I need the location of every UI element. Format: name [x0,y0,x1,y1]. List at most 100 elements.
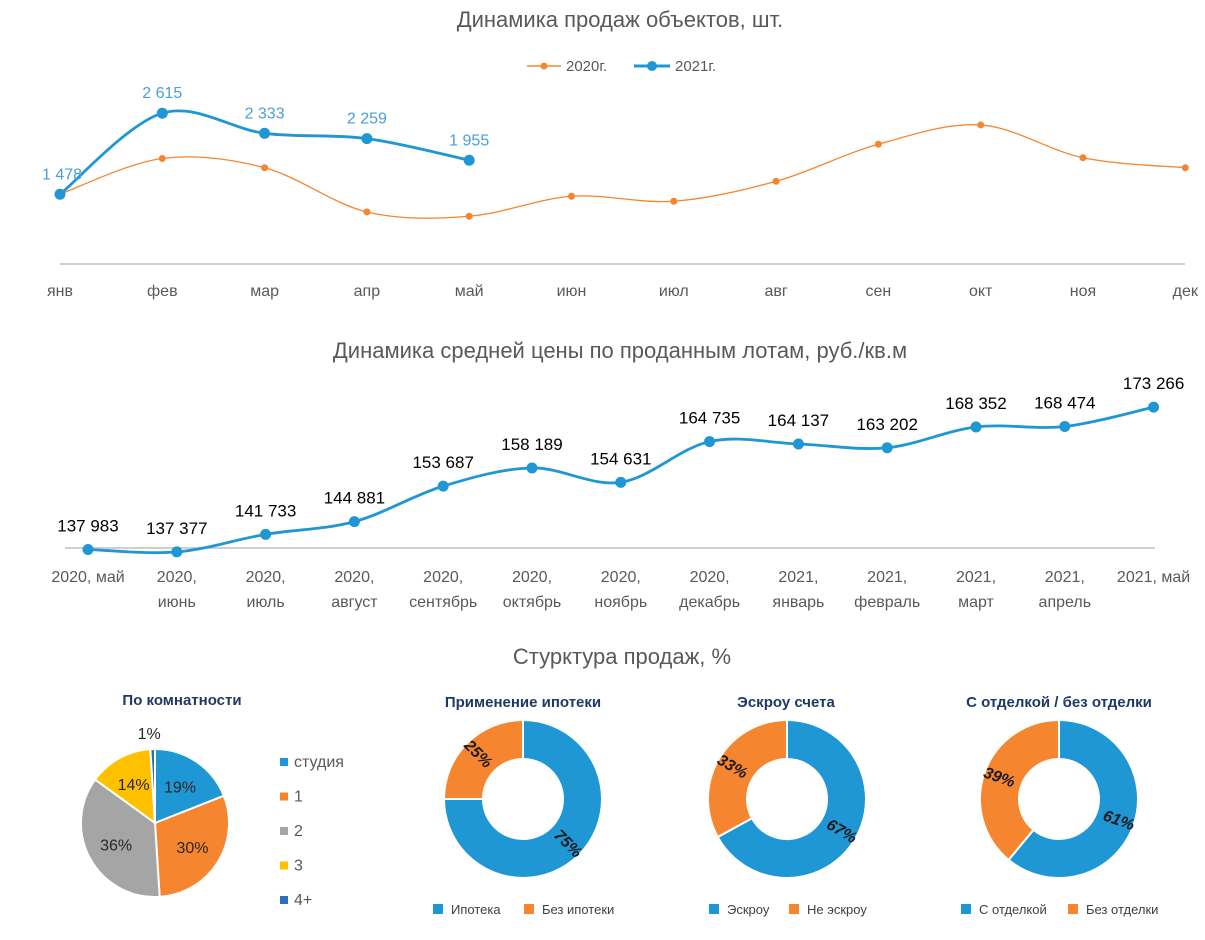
price-x-tick: 2020, [157,569,197,586]
price-x-tick: июль [246,594,284,611]
finish-chart-title: С отделкой / без отделки [966,694,1152,711]
rooms-legend-swatch [280,758,288,766]
series-2021-point [463,154,475,166]
series-2021-point [361,133,373,145]
sales-x-tick: май [455,283,484,300]
price-x-tick: 2021, май [1117,569,1190,586]
escrow-chart: Эскроу счета 67%33%Эскроу Не эскроу [707,694,867,917]
donut-slice [707,718,788,839]
finish-chart: С отделкой / без отделки 61%39%С отделко… [961,694,1158,917]
sales-legend: 2020г. 2021г. [527,58,716,75]
mortgage-chart-title: Применение ипотеки [445,694,601,711]
price-data-label: 137 983 [57,516,118,535]
legend-2021-label: 2021г. [675,58,716,75]
rooms-legend: студия 1 2 3 4+ [280,754,344,909]
price-x-tick: октябрь [503,594,561,611]
price-x-tick: 2020, [690,569,730,586]
donut-legend-label: Без отделки [1086,902,1158,917]
price-point [437,480,449,492]
price-point [704,436,716,448]
rooms-legend-label: 1 [294,789,303,806]
price-chart-title: Динамика средней цены по проданным лотам… [333,338,907,363]
price-point [348,516,360,528]
rooms-pie: 19% 30% 36% 14% 1% [80,726,230,898]
sales-plot: янв фев мар апр май июн июл авг сен окт ноя дек 1 47… [42,85,1199,300]
price-point [82,543,94,555]
price-data-label: 141 733 [235,501,296,520]
finish-donut: 61%39%С отделкой Без отделки [961,718,1158,917]
donut-slice [442,718,524,800]
rooms-pie-slice [154,747,226,825]
series-2020-point [772,177,780,185]
price-x-tick: сентябрь [409,594,477,611]
price-x-tick: 2021, [867,569,907,586]
price-point [260,528,272,540]
series-2020-point [568,192,575,200]
series-2020-point [465,212,473,220]
sales-x-tick: июн [557,283,587,300]
rooms-pie-slice [153,794,230,898]
price-plot: 2020, май 2020, июнь 2020, июль 2020, август 20… [51,374,1190,611]
sales-x-tick: дек [1173,283,1199,300]
series-2020-point [261,164,269,172]
price-point [881,442,893,454]
series-2020-point [158,154,166,162]
donut-legend-swatch [1068,904,1078,914]
price-data-label: 154 631 [590,449,651,468]
price-data-label: 144 881 [324,489,385,508]
price-point [792,438,804,450]
price-point [171,546,183,558]
price-data-label: 168 474 [1034,393,1095,412]
rooms-pie-slice [80,778,161,898]
series-2021-data-label: 2 259 [347,111,387,128]
price-x-tick: 2020, [423,569,463,586]
series-2020-point [977,121,985,129]
series-2021-data-label: 1 478 [42,166,82,183]
sales-x-tick: июл [659,283,689,300]
donut-legend-label: Ипотека [451,902,501,917]
series-2021-point [156,107,168,119]
series-2021-point [54,188,66,200]
donut-legend-swatch [524,904,534,914]
donut-legend-swatch [433,904,443,914]
price-x-tick: январь [772,594,824,611]
rooms-legend-swatch [280,827,288,835]
price-x-tick: 2020, [601,569,641,586]
rooms-legend-label: 2 [294,823,303,840]
sales-x-tick: окт [969,283,993,300]
price-x-tick: июнь [158,594,196,611]
price-x-tick: ноябрь [594,594,647,611]
rooms-legend-label: 3 [294,858,303,875]
rooms-pie-label: 14% [118,777,150,794]
sales-x-tick: мар [250,283,279,300]
legend-2021-marker [647,61,657,71]
price-x-tick: 2021, [1045,569,1085,586]
donut-legend-swatch [709,904,719,914]
price-data-label: 153 687 [412,453,473,472]
price-point [1148,401,1160,413]
donut-slice [716,718,867,879]
donut-legend-swatch [789,904,799,914]
rooms-legend-swatch [280,896,288,904]
donut-legend-label: С отделкой [979,902,1047,917]
price-point [970,421,982,433]
rooms-legend-swatch [280,861,288,870]
rooms-pie-slice [93,748,157,826]
sales-x-tick: апр [354,283,381,300]
price-x-tick: декабрь [679,594,740,611]
rooms-legend-label: студия [294,754,344,771]
price-data-label: 173 266 [1123,374,1184,393]
sales-chart: Динамика продаж объектов, шт. 2020г. 202… [42,7,1199,300]
series-2020-point [670,197,678,205]
series-2021-point [259,127,271,139]
price-x-tick: 2020, [246,569,286,586]
rooms-legend-label: 4+ [294,892,312,909]
series-2021-data-label: 1 955 [449,132,489,149]
price-data-label: 168 352 [945,394,1006,413]
price-x-tick: 2020, май [51,569,124,586]
series-2021-data-label: 2 615 [142,85,182,102]
price-data-label: 164 735 [679,409,740,428]
price-data-label: 137 377 [146,519,207,538]
series-2021-line [59,109,470,196]
donut-slice [442,718,603,879]
